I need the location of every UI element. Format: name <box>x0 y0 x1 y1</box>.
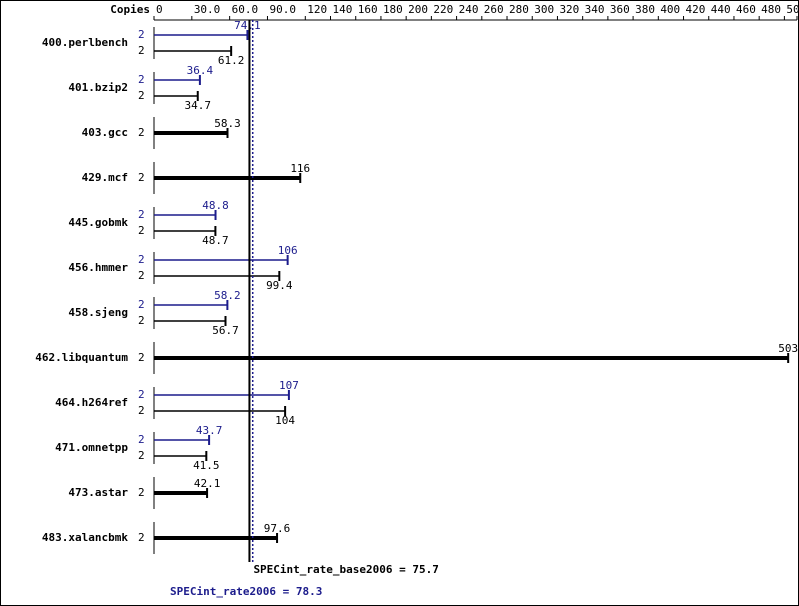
value-label: 104 <box>275 414 295 427</box>
x-tick-label: 300 <box>534 3 554 16</box>
benchmark-label: 458.sjeng <box>68 306 128 319</box>
x-tick-label: 180 <box>383 3 403 16</box>
x-tick-label: 480 <box>761 3 781 16</box>
copies-label: 2 <box>138 126 145 139</box>
value-label: 97.6 <box>264 522 291 535</box>
copies-label: 2 <box>138 224 145 237</box>
benchmark-label: 429.mcf <box>82 171 128 184</box>
value-label: 58.2 <box>214 289 241 302</box>
x-tick-label: 280 <box>509 3 529 16</box>
x-tick-label: 120 <box>307 3 327 16</box>
copies-label: 2 <box>138 208 145 221</box>
benchmark-label: 464.h264ref <box>55 396 128 409</box>
benchmark-label: 483.xalancbmk <box>42 531 128 544</box>
value-label: 61.2 <box>218 54 245 67</box>
x-tick-label: 440 <box>711 3 731 16</box>
value-label: 43.7 <box>196 424 223 437</box>
x-tick-label: 220 <box>433 3 453 16</box>
x-tick-label: 160 <box>358 3 378 16</box>
x-tick-label: 60.0 <box>232 3 259 16</box>
benchmark-label: 471.omnetpp <box>55 441 128 454</box>
value-label: 107 <box>279 379 299 392</box>
x-tick-label: 380 <box>635 3 655 16</box>
x-tick-label: 30.0 <box>194 3 221 16</box>
copies-label: 2 <box>138 269 145 282</box>
copies-label: 2 <box>138 253 145 266</box>
value-label: 116 <box>290 162 310 175</box>
copies-label: 2 <box>138 486 145 499</box>
copies-label: 2 <box>138 89 145 102</box>
benchmark-label: 403.gcc <box>82 126 128 139</box>
value-label: 36.4 <box>187 64 214 77</box>
value-label: 56.7 <box>212 324 239 337</box>
copies-label: 2 <box>138 28 145 41</box>
value-label: 74.1 <box>234 19 261 32</box>
x-tick-label: 340 <box>585 3 605 16</box>
x-tick-label: 320 <box>559 3 579 16</box>
x-tick-label: 420 <box>686 3 706 16</box>
copies-label: 2 <box>138 314 145 327</box>
value-label: 99.4 <box>266 279 293 292</box>
value-label: 42.1 <box>194 477 221 490</box>
x-tick-label: 400 <box>660 3 680 16</box>
x-tick-label: 360 <box>610 3 630 16</box>
copies-label: 2 <box>138 44 145 57</box>
value-label: 58.3 <box>214 117 241 130</box>
reference-label: SPECint_rate2006 = 78.3 <box>170 585 322 598</box>
benchmark-label: 401.bzip2 <box>68 81 128 94</box>
benchmark-label: 400.perlbench <box>42 36 128 49</box>
value-label: 48.8 <box>202 199 229 212</box>
benchmark-label: 445.gobmk <box>68 216 128 229</box>
copies-header: Copies <box>110 3 150 16</box>
copies-label: 2 <box>138 171 145 184</box>
value-label: 41.5 <box>193 459 220 472</box>
x-tick-label: 460 <box>736 3 756 16</box>
value-label: 503 <box>778 342 798 355</box>
x-tick-label: 90.0 <box>269 3 296 16</box>
x-tick-label: 140 <box>333 3 353 16</box>
copies-label: 2 <box>138 351 145 364</box>
copies-label: 2 <box>138 404 145 417</box>
benchmark-label: 473.astar <box>68 486 128 499</box>
x-tick-label: 260 <box>484 3 504 16</box>
copies-label: 2 <box>138 298 145 311</box>
reference-label: SPECint_rate_base2006 = 75.7 <box>253 563 438 576</box>
x-tick-label: 200 <box>408 3 428 16</box>
value-label: 34.7 <box>184 99 211 112</box>
x-tick-label: 240 <box>459 3 479 16</box>
copies-label: 2 <box>138 449 145 462</box>
value-label: 48.7 <box>202 234 229 247</box>
copies-label: 2 <box>138 531 145 544</box>
copies-label: 2 <box>138 73 145 86</box>
copies-label: 2 <box>138 433 145 446</box>
x-tick-label: 0 <box>156 3 163 16</box>
x-tick-label: 500 <box>786 3 799 16</box>
benchmark-label: 456.hmmer <box>68 261 128 274</box>
value-label: 106 <box>278 244 298 257</box>
copies-label: 2 <box>138 388 145 401</box>
benchmark-label: 462.libquantum <box>35 351 128 364</box>
